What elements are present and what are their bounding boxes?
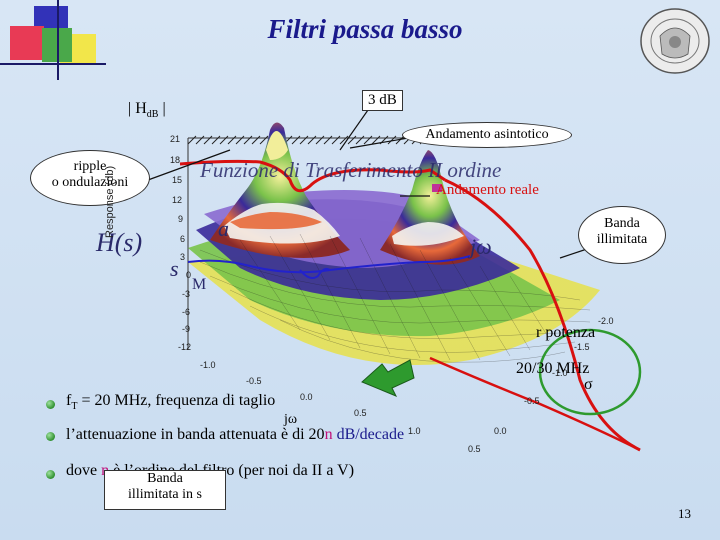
hs-expression: H(s) [96, 228, 143, 257]
real-response-red-tail [444, 178, 641, 452]
sigma-tick: 0.5 [468, 444, 481, 454]
sigma-label: σ [584, 376, 593, 393]
sigma-tick: 0.0 [494, 426, 507, 436]
logo-squares [0, 0, 106, 80]
band-illimited-oval: Banda illimitata [578, 206, 666, 264]
hdb-text-end: | [158, 100, 166, 117]
z-tick: 9 [178, 214, 184, 224]
asymptotic-oval: Andamento asintotico [402, 122, 572, 148]
bullet-sub: T [71, 401, 78, 413]
magenta-marker [432, 184, 442, 192]
jw-axis-label: jω [284, 412, 298, 427]
real-response-red-curve [179, 159, 446, 193]
z-tick: 12 [172, 195, 183, 205]
real-response-label: Andamento reale [436, 182, 539, 198]
bullet-cutoff-frequency: fT = 20 MHz, frequenza di taglio [66, 392, 275, 412]
x-tick: 0.5 [354, 408, 367, 418]
bandwidth-ellipse [538, 328, 642, 416]
s-left-label: s [170, 256, 179, 281]
hdb-label: | HdB | [128, 100, 166, 120]
university-seal [640, 8, 710, 74]
bullet-text: dove [66, 462, 102, 479]
right-peak-band [392, 222, 464, 246]
m-letter: M [192, 276, 207, 293]
sigma-tick: -2.0 [598, 316, 614, 326]
bullet-icon [46, 400, 55, 409]
hdb-sub: dB [146, 109, 159, 121]
left-peak-band-orange [230, 212, 322, 230]
z-tick: 18 [170, 155, 181, 165]
jw-axis-blue-curve-detail [299, 267, 331, 279]
three-db-callout-line [339, 109, 369, 151]
power-label: r potenza [536, 324, 596, 341]
z-tick: -6 [182, 307, 191, 317]
z-tick: 21 [170, 134, 181, 144]
lower-red-curve [429, 356, 641, 452]
z-tick: 15 [172, 175, 183, 185]
bullet-text: f [66, 392, 72, 409]
three-db-box: 3 dB [362, 90, 403, 111]
band-label-line2: illimitata [596, 232, 648, 247]
left-peak-tip [266, 131, 288, 160]
x-tick: 0.0 [300, 392, 313, 402]
z-tick: -3 [182, 289, 191, 299]
z-tick: 0 [186, 270, 192, 280]
jw-right-label: jω [470, 234, 492, 259]
bandwidth-label: 20/30 MHz [516, 360, 590, 377]
a-letter: a [218, 216, 229, 241]
band-label-line1: Banda [604, 216, 640, 231]
z-tick: 3 [180, 252, 186, 262]
z-tick: -9 [182, 324, 191, 334]
bullet-text: l’attenuazione in banda attenuata è di 2… [66, 426, 325, 443]
bullet-attenuation: l’attenuazione in banda attenuata è di 2… [66, 426, 404, 444]
wire-mesh [199, 233, 591, 363]
z-axis-label: Response (db) [104, 165, 116, 238]
bullet-text: = 20 MHz, frequenza di taglio [77, 392, 276, 409]
sigma-tick: -1.0 [552, 368, 568, 378]
hdb-text: | H [128, 100, 147, 117]
x-tick: -0.5 [246, 376, 262, 386]
bullet-icon [46, 432, 55, 441]
bottom-box-line1: Banda [147, 471, 183, 486]
x-tick: -1.0 [200, 360, 216, 370]
bullet-icon [46, 470, 55, 479]
transfer-function-title: Funzione di Trasferimento II ordine [200, 158, 502, 182]
bottom-band-box: Banda illimitata in s [104, 470, 226, 510]
three-db-label: 3 dB [368, 92, 397, 108]
bottom-box-line2: illimitata in s [128, 487, 202, 502]
bullet-text: dB/decade [332, 426, 405, 443]
sigma-tick: -1.5 [574, 342, 590, 352]
z-tick: -12 [178, 342, 192, 352]
z-tick: 6 [180, 234, 186, 244]
ripple-label-line1: ripple [73, 159, 107, 174]
ripple-callout-line [147, 149, 231, 181]
sigma-tick: -0.5 [524, 396, 540, 406]
slide-title: Filtri passa basso [267, 14, 463, 44]
ripple-label-line2: o ondulazioni [51, 175, 129, 190]
green-block-arrow [361, 359, 415, 397]
x-tick: 1.0 [408, 426, 421, 436]
bullet-n-variable: n [324, 426, 333, 443]
asymptotic-label: Andamento asintotico [425, 127, 549, 142]
logo-red-square [10, 26, 44, 60]
page-number: 13 [678, 506, 691, 521]
ripple-oval: ripple o ondulazioni [30, 150, 150, 206]
